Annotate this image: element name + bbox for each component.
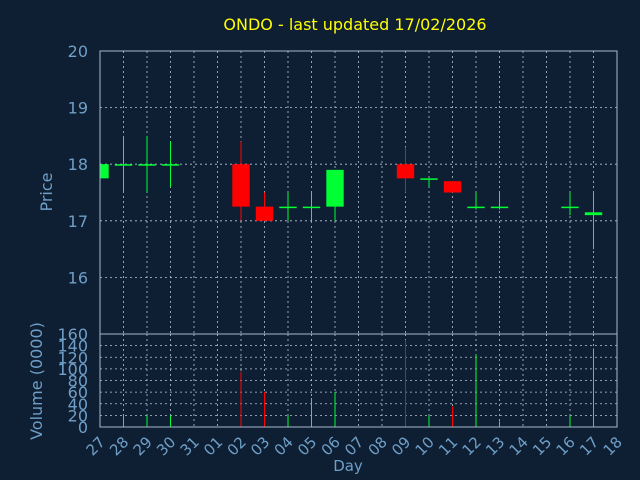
x-tick-label: 08 (365, 433, 391, 459)
x-tick-label: 01 (200, 433, 226, 459)
candles (99, 135, 603, 250)
x-tick-label: 02 (224, 433, 250, 459)
x-tick-label: 05 (294, 433, 320, 459)
candle (255, 192, 274, 221)
price-tick-label: 16 (68, 268, 88, 287)
volume-tick-label: 100 (57, 360, 88, 379)
x-tick-label: 17 (576, 433, 602, 459)
volume-tick-label: 20 (68, 406, 88, 425)
candle-body (443, 181, 462, 193)
volume-tick-label: 40 (68, 395, 88, 414)
volume-tick-label: 140 (57, 337, 88, 356)
candle (161, 141, 180, 187)
candle-body (561, 206, 579, 209)
candle-body (161, 164, 180, 166)
price-tick-labels: 16 17 18 19 20 (68, 42, 88, 287)
volume-tick-label: 160 (57, 325, 88, 344)
candle (443, 181, 462, 193)
volume-bars (123, 339, 594, 427)
price-tick-label: 19 (68, 99, 88, 118)
candle-body (255, 206, 274, 221)
x-tick-label: 29 (130, 433, 156, 459)
x-tick-label: 13 (482, 433, 508, 459)
x-tick-label: 04 (271, 433, 297, 459)
candle (490, 192, 509, 210)
candle-body (100, 164, 109, 179)
candle (561, 192, 579, 216)
x-tick-label: 15 (529, 433, 555, 459)
candle (279, 192, 297, 221)
x-tick-label: 09 (388, 433, 414, 459)
x-tick-label: 27 (83, 433, 109, 459)
price-grid (100, 51, 617, 334)
candle (420, 178, 438, 187)
x-tick-labels: 2728293031010203040506070809101112131415… (83, 433, 626, 459)
candle (138, 135, 156, 193)
candle-body (232, 164, 250, 207)
chart-title: ONDO - last updated 17/02/2026 (223, 15, 486, 34)
candle (396, 147, 415, 193)
volume-panel-frame (99, 333, 618, 428)
price-tick-label: 17 (68, 212, 88, 231)
candle-body (302, 206, 321, 209)
y-axis-label: Price (37, 172, 56, 211)
candle (99, 164, 109, 179)
x-tick-label: 03 (247, 433, 273, 459)
candle-body (467, 206, 485, 209)
x-tick-label: 31 (177, 433, 203, 459)
x-tick-label: 30 (153, 433, 179, 459)
candle-body (326, 169, 344, 207)
x-tick-label: 18 (600, 433, 626, 459)
volume-tick-label: 80 (68, 372, 88, 391)
x-tick-label: 07 (341, 433, 367, 459)
candle-body (114, 164, 133, 166)
volume-tick-label: 0 (78, 418, 88, 437)
candle (326, 169, 344, 221)
candle (584, 192, 603, 250)
x-tick-label: 16 (553, 433, 579, 459)
candle-body (396, 164, 415, 179)
x-tick-label: 06 (318, 433, 344, 459)
x-tick-label: 11 (435, 433, 461, 459)
x-tick-label: 28 (106, 433, 132, 459)
candle-body (584, 212, 603, 216)
candle-body (138, 164, 156, 166)
price-tick-label: 20 (68, 42, 88, 61)
volume-axis-label: Volume (0000) (27, 322, 46, 440)
volume-tick-label: 120 (57, 348, 88, 367)
volume-tick-label: 60 (68, 383, 88, 402)
x-tick-label: 14 (506, 433, 532, 459)
x-axis-label: Day (333, 457, 363, 475)
candle-body (420, 178, 438, 180)
x-tick-label: 10 (412, 433, 438, 459)
candle (467, 192, 485, 210)
candle-body (279, 206, 297, 209)
candle (114, 135, 133, 193)
x-tick-label: 12 (459, 433, 485, 459)
candle (302, 192, 321, 221)
price-tick-label: 18 (68, 155, 88, 174)
candle (232, 141, 250, 221)
candle-body (490, 206, 509, 209)
volume-grid (100, 334, 617, 427)
